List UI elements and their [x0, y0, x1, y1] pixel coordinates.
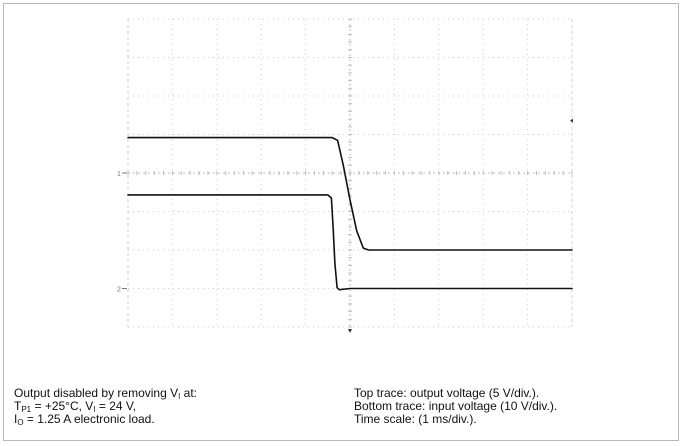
caption-conditions: Output disabled by removing VI at: TP1 =…: [14, 386, 198, 427]
figure-frame: [3, 3, 679, 441]
trigger-marker: [348, 329, 352, 333]
channel-markers: 12: [117, 171, 127, 294]
time-scale-description: Time scale: (1 ms/div.).: [354, 412, 477, 426]
graticule: [127, 18, 573, 333]
channel-2-ground-marker: 2: [117, 287, 127, 294]
caption-line-3: IO = 1.25 A electronic load.: [14, 412, 155, 427]
top-trace-description: Top trace: output voltage (5 V/div.).: [354, 386, 540, 400]
caption-line-2: TP1 = +25°C, VI = 24 V,: [14, 399, 137, 414]
channel-1-label: 1: [117, 171, 121, 178]
channel-2-label: 2: [117, 287, 121, 294]
bottom-trace-description: Bottom trace: input voltage (10 V/div.).: [354, 399, 558, 413]
caption-line-1: Output disabled by removing VI at:: [14, 386, 198, 401]
trigger-level-marker: [570, 118, 573, 123]
channel-1-ground-marker: 1: [117, 171, 127, 178]
trace-output-voltage: [127, 136, 573, 251]
caption-trace-legend: Top trace: output voltage (5 V/div.). Bo…: [354, 387, 557, 426]
trace-input-voltage: [127, 194, 573, 291]
traces: [127, 136, 573, 291]
